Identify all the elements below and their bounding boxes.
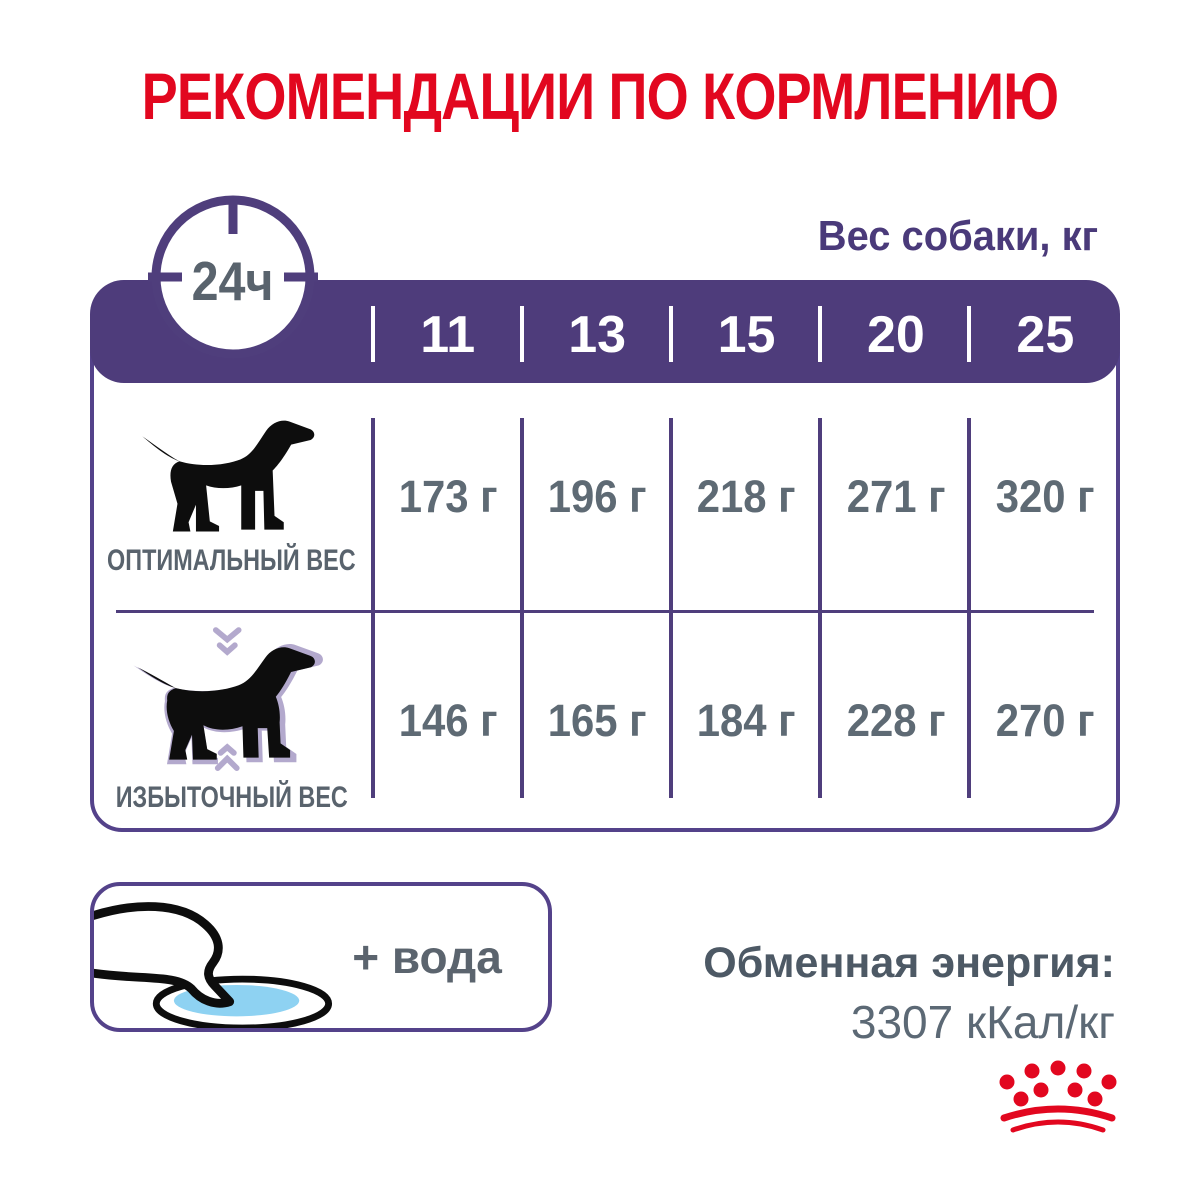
dog-weight-header: Вес собаки, кг — [817, 212, 1098, 259]
weight-columns-header: 11 13 15 20 25 — [373, 280, 1120, 383]
header-divider — [371, 306, 375, 362]
royal-canin-crown-icon — [998, 1058, 1118, 1142]
water-box: + вода — [90, 882, 552, 1032]
column-divider — [669, 418, 673, 798]
cell-optimal-15kg: 218 г — [697, 470, 796, 522]
header-divider — [818, 306, 822, 362]
table-row-optimal-weight: ОПТИМАЛЬНЫЙ ВЕС 173 г 196 г 218 г 271 г … — [90, 383, 1120, 610]
weight-column-11: 11 — [420, 305, 476, 364]
clock-label: 24ч — [192, 250, 274, 312]
row-header-optimal: ОПТИМАЛЬНЫЙ ВЕС — [90, 383, 373, 610]
weight-column-13: 13 — [568, 305, 627, 364]
dog-drinking-icon — [94, 902, 333, 1028]
page-title-text: РЕКОМЕНДАЦИИ ПО КОРМЛЕНИЮ — [141, 59, 1059, 133]
table-row-overweight: ИЗБЫТОЧНЫЙ ВЕС 146 г 165 г 184 г 228 г 2… — [90, 613, 1120, 828]
feeding-table: 11 13 15 20 25 ОПТИМАЛЬНЫЙ ВЕС 173 г — [90, 280, 1120, 832]
cell-overweight-11kg: 146 г — [398, 694, 498, 746]
column-divider — [818, 418, 822, 798]
clock-24h-icon: 24ч — [146, 192, 320, 362]
water-label: + вода — [352, 931, 502, 983]
header-divider — [967, 306, 971, 362]
page-title: РЕКОМЕНДАЦИИ ПО КОРМЛЕНИЮ — [0, 58, 1200, 134]
energy-block: Обменная энергия: 3307 кКал/кг — [703, 939, 1115, 1049]
row-values-optimal: 173 г 196 г 218 г 271 г 320 г — [373, 383, 1120, 610]
weight-column-15: 15 — [717, 305, 776, 364]
energy-value: 3307 кКал/кг — [850, 996, 1115, 1049]
column-divider — [520, 418, 524, 798]
header-divider — [520, 306, 524, 362]
row-values-overweight: 146 г 165 г 184 г 228 г 270 г — [373, 613, 1120, 828]
cell-overweight-13kg: 165 г — [547, 694, 647, 746]
row-header-overweight: ИЗБЫТОЧНЫЙ ВЕС — [90, 613, 373, 828]
cell-optimal-25kg: 320 г — [995, 470, 1095, 522]
column-divider — [371, 418, 375, 798]
weight-column-25: 25 — [1016, 305, 1075, 364]
cell-optimal-20kg: 271 г — [846, 470, 946, 522]
header-divider — [669, 306, 673, 362]
weight-column-20: 20 — [867, 305, 925, 364]
row-label-overweight: ИЗБЫТОЧНЫЙ ВЕС — [115, 780, 348, 814]
row-label-optimal: ОПТИМАЛЬНЫЙ ВЕС — [107, 543, 356, 577]
column-divider — [967, 418, 971, 798]
compress-arrows-icon — [212, 626, 242, 771]
cell-optimal-13kg: 196 г — [547, 470, 647, 522]
cell-optimal-11kg: 173 г — [398, 470, 498, 522]
cell-overweight-25kg: 270 г — [995, 694, 1095, 746]
cell-overweight-15kg: 184 г — [697, 694, 796, 746]
row-divider — [116, 610, 1094, 613]
dog-overweight-icon — [132, 626, 323, 771]
dog-optimal-icon — [141, 420, 314, 532]
energy-label: Обменная энергия: — [703, 939, 1115, 987]
cell-overweight-20kg: 228 г — [846, 694, 946, 746]
